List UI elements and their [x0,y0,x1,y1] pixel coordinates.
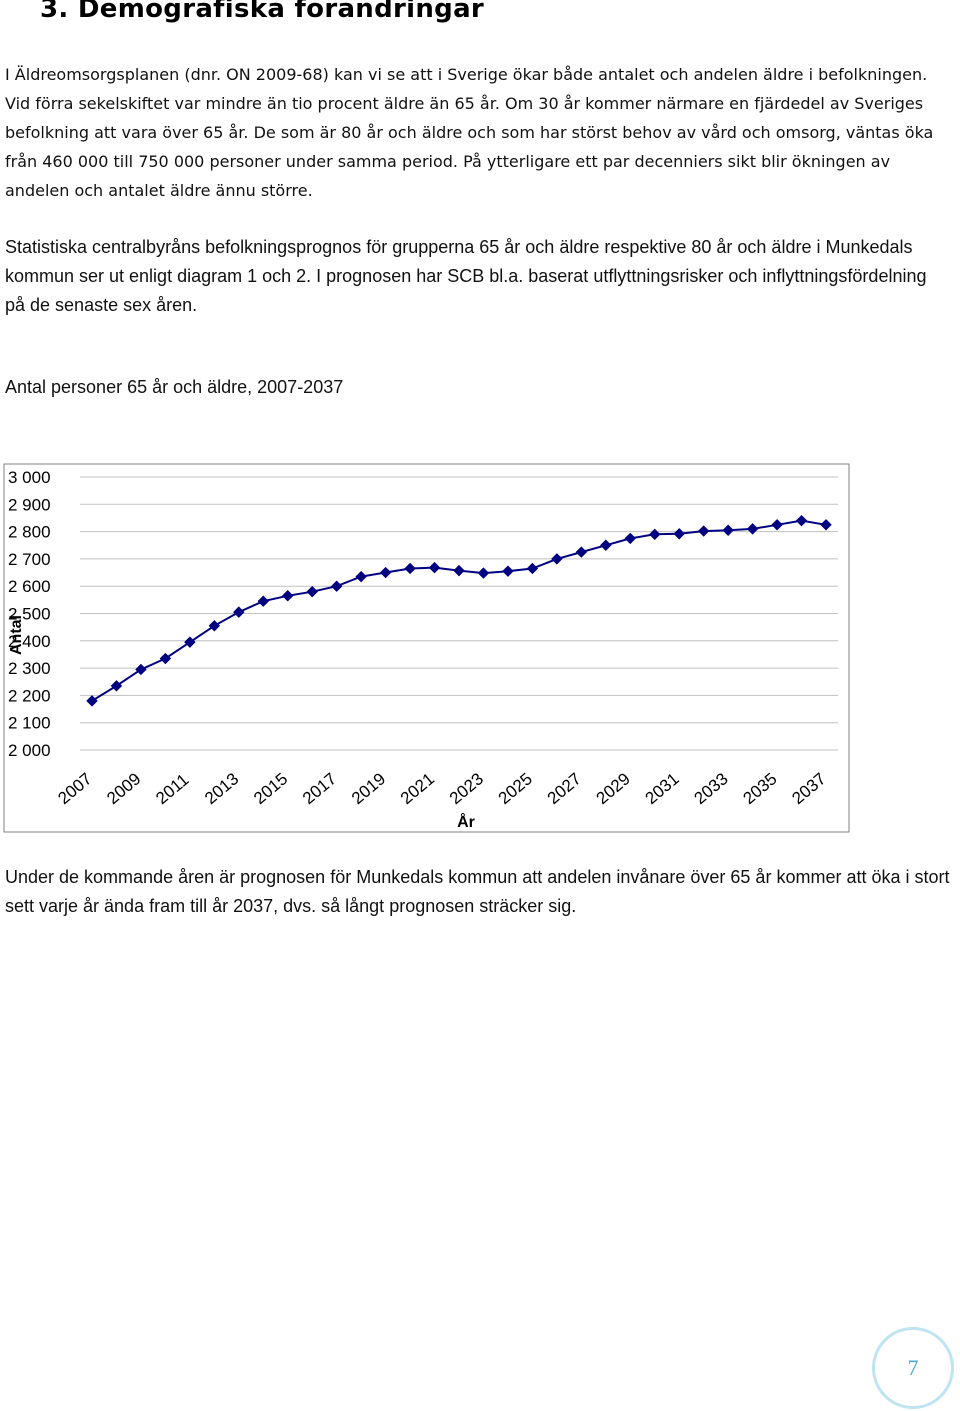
section-heading: 3. Demografiska förändringar [40,0,485,24]
conclusion-paragraph: Under de kommande åren är prognosen för … [5,867,950,916]
data-point-marker [673,528,685,540]
data-point-marker [306,585,318,598]
data-point-marker [526,562,539,575]
data-point-marker [330,580,343,592]
y-axis-tick-labels: 2 000 2 100 2 200 2 300 2 400 2 500 2 600 2 700… [8,468,51,760]
population-line-chart: 2 000 2 100 2 200 2 300 2 400 2 500 2 600 2 700… [3,463,850,833]
data-point-marker [795,514,808,527]
x-axis-label: År [457,812,475,831]
data-point-marker [86,695,98,707]
data-point-marker [551,553,563,565]
y-tick-label: 3 000 [8,468,51,487]
y-tick-label: 2 800 [8,523,51,542]
data-point-marker [722,524,734,536]
series-markers [86,514,832,707]
data-point-marker [379,566,392,579]
data-point-marker [404,562,416,575]
data-point-marker [453,564,465,577]
y-tick-label: 2 500 [8,605,51,624]
y-tick-label: 2 400 [8,632,51,651]
data-point-marker [771,519,783,531]
data-point-marker [624,532,636,545]
intro-paragraph: I Äldreomsorgsplanen (dnr. ON 2009-68) k… [5,65,934,200]
data-point-marker [159,652,172,665]
data-point-marker [110,680,123,692]
y-tick-label: 2 000 [8,741,51,760]
data-point-marker [208,620,221,632]
chart-title: Antal personer 65 år och äldre, 2007-203… [5,377,344,397]
y-tick-label: 2 300 [8,659,51,678]
data-point-marker [184,636,196,648]
data-point-marker [697,525,710,537]
y-axis-label: Antal [8,615,25,655]
data-point-marker [135,663,147,676]
y-tick-label: 2 200 [8,686,51,705]
data-point-marker [355,570,367,583]
chart-border [3,463,850,833]
data-point-marker [477,567,490,579]
y-tick-label: 2 700 [8,550,51,569]
scb-paragraph: Statistiska centralbyråns befolkningspro… [5,237,927,315]
data-point-marker [428,561,441,574]
data-point-marker [649,528,661,541]
data-point-marker [257,595,269,607]
data-point-marker [233,606,245,618]
data-point-marker [575,546,588,558]
data-point-marker [746,523,759,535]
y-tick-label: 2 900 [8,495,51,514]
data-point-marker [820,519,832,531]
page-number: 7 [907,1355,919,1380]
data-point-marker [502,565,514,577]
data-point-marker [282,590,294,602]
y-tick-label: 2 600 [8,577,51,596]
data-point-marker [600,539,612,551]
page-number-badge: 7 [872,1327,954,1409]
chart-gridlines [80,476,838,751]
y-tick-label: 2 100 [8,714,51,733]
